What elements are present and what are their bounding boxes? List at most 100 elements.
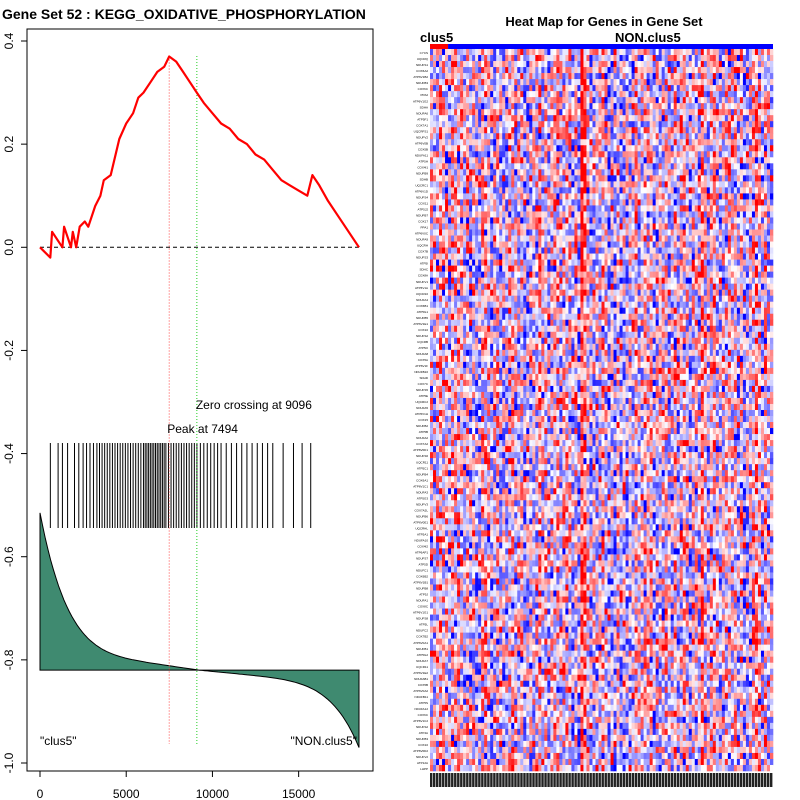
heatmap-cell (595, 115, 599, 122)
heatmap-cell (751, 145, 756, 152)
heatmap-cell (724, 121, 729, 128)
heatmap-cell (544, 289, 548, 296)
heatmap-cell (463, 55, 467, 62)
heatmap-row-label: COX15 (418, 418, 428, 422)
heatmap-cell (760, 79, 765, 86)
heatmap-cell (514, 103, 518, 110)
heatmap-cell (508, 109, 512, 116)
heatmap-cell (676, 91, 681, 98)
heatmap-cell (661, 235, 665, 242)
heatmap-cell (520, 181, 524, 188)
heatmap-cell (604, 235, 608, 242)
heatmap-cell (589, 241, 593, 248)
heatmap-cell (634, 283, 638, 290)
heatmap-cell (754, 79, 759, 86)
heatmap-cell (487, 49, 491, 56)
heatmap-cell (733, 97, 738, 104)
heatmap-cell (667, 247, 671, 254)
heatmap-cell (619, 235, 623, 242)
heatmap-cell (577, 85, 581, 92)
heatmap-cell (676, 127, 681, 134)
heatmap-cell (433, 145, 437, 152)
heatmap-cell (433, 223, 437, 230)
heatmap-cell (694, 175, 699, 182)
heatmap-cell (526, 229, 530, 236)
heatmap-cell (442, 295, 446, 302)
heatmap-cell (508, 79, 512, 86)
heatmap-cell (667, 199, 671, 206)
heatmap-cell (520, 271, 524, 278)
heatmap-cell (649, 133, 653, 140)
heatmap-cell (634, 277, 638, 284)
heatmap-cell (604, 199, 608, 206)
heatmap-cell (598, 61, 602, 68)
heatmap-cell (748, 49, 753, 56)
heatmap-cell (685, 97, 690, 104)
heatmap-cell (712, 55, 717, 62)
heatmap-cell (706, 127, 711, 134)
heatmap-cell (547, 151, 551, 158)
heatmap-cell (706, 85, 711, 92)
heatmap-cell (562, 103, 566, 110)
heatmap-cell (514, 241, 518, 248)
heatmap-cell (724, 223, 729, 230)
heatmap-cell (601, 181, 605, 188)
y-tick-label: -0.4 (2, 443, 16, 464)
heatmap-cell (736, 271, 741, 278)
heatmap-cell (652, 85, 656, 92)
heatmap-cell (529, 217, 533, 224)
heatmap-cell (583, 241, 587, 248)
heatmap-cell (616, 199, 620, 206)
heatmap-cell (667, 187, 671, 194)
heatmap-cell (748, 145, 753, 152)
heatmap-cell (673, 289, 678, 296)
heatmap-cell (742, 151, 747, 158)
heatmap-cell (676, 79, 681, 86)
heatmap-cell (616, 49, 620, 56)
heatmap-cell (760, 109, 765, 116)
heatmap-cell (601, 175, 605, 182)
heatmap-cell (466, 193, 470, 200)
heatmap-cell (478, 79, 482, 86)
heatmap-cell (448, 283, 452, 290)
heatmap-cell (499, 235, 503, 242)
heatmap-cell (532, 79, 536, 86)
heatmap-cell (712, 151, 717, 158)
heatmap-cell (442, 247, 446, 254)
heatmap-cell (496, 103, 500, 110)
heatmap-cell (562, 181, 566, 188)
heatmap-cell (688, 163, 693, 170)
heatmap-cell (628, 73, 632, 80)
heatmap-cell (556, 181, 560, 188)
heatmap-cell (484, 67, 488, 74)
heatmap-cell (628, 61, 632, 68)
heatmap-cell (688, 229, 693, 236)
heatmap-cell (553, 115, 557, 122)
heatmap-cell (757, 115, 762, 122)
heatmap-cell (682, 145, 687, 152)
heatmap-cell (589, 205, 593, 212)
heatmap-cell (712, 175, 717, 182)
heatmap-cell (460, 295, 464, 302)
heatmap-cell (664, 157, 668, 164)
heatmap-cell (592, 97, 596, 104)
heatmap-cell (514, 115, 518, 122)
heatmap-cell (460, 97, 464, 104)
heatmap-cell (511, 55, 515, 62)
heatmap-cell (742, 157, 747, 164)
heatmap-cell (634, 175, 638, 182)
heatmap-cell (676, 61, 681, 68)
heatmap-cell (628, 187, 632, 194)
heatmap-cell (706, 217, 711, 224)
heatmap-cell (661, 175, 665, 182)
heatmap-cell (610, 61, 614, 68)
heatmap-cell (712, 283, 717, 290)
heatmap-cell (445, 115, 449, 122)
heatmap-cell (529, 265, 533, 272)
heatmap-cell (559, 49, 563, 56)
heatmap-cell (448, 115, 452, 122)
heatmap-cell (655, 91, 659, 98)
heatmap-cell (463, 235, 467, 242)
heatmap-cell (619, 97, 623, 104)
heatmap-cell (490, 49, 494, 56)
